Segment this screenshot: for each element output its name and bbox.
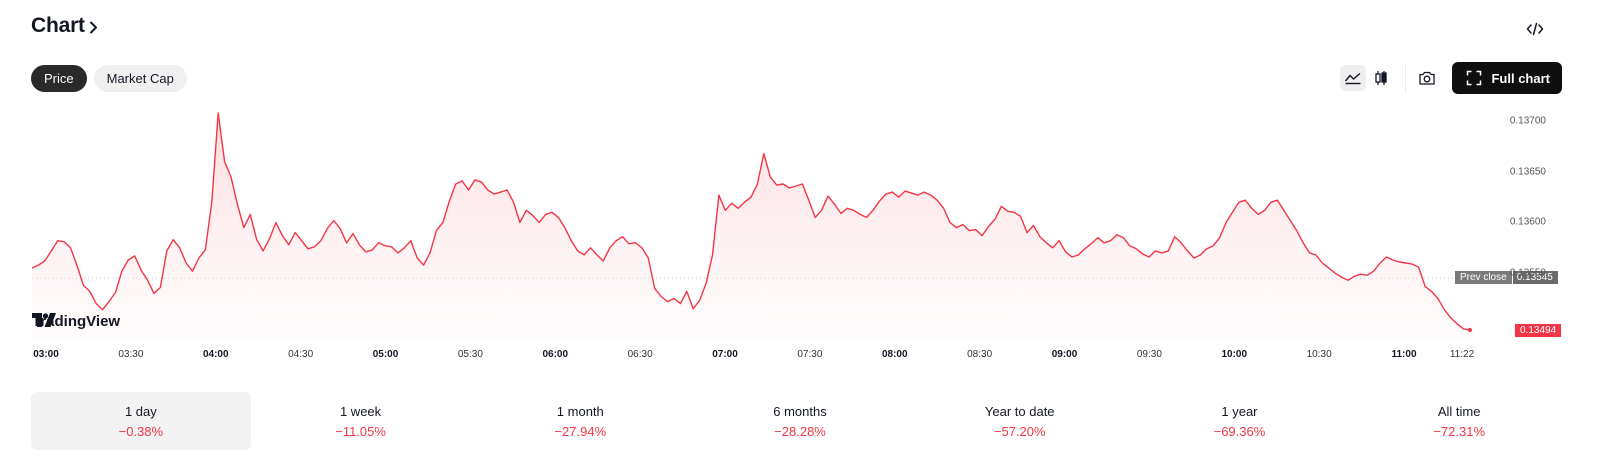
x-axis-tick-label: 06:30 bbox=[627, 349, 653, 360]
period-change: −11.05% bbox=[335, 423, 386, 439]
tradingview-logo-icon bbox=[32, 313, 56, 327]
y-axis-tick-label: 0.13600 bbox=[1509, 216, 1546, 228]
area-chart-icon bbox=[1345, 72, 1361, 85]
period-all-time[interactable]: All time −72.31% bbox=[1349, 392, 1569, 450]
period-1-year[interactable]: 1 year −69.36% bbox=[1130, 392, 1350, 450]
period-label: All time bbox=[1437, 403, 1481, 419]
y-axis-tick-label: 0.13700 bbox=[1509, 115, 1546, 127]
x-axis-tick-label: 08:30 bbox=[967, 349, 993, 360]
chart-type-tabs: Price Market Cap bbox=[31, 65, 187, 92]
period-label: Year to date bbox=[984, 403, 1055, 419]
price-chart[interactable]: TradingView Prev close 0.13545 0.13494 0… bbox=[0, 108, 1600, 378]
period-change: −0.38% bbox=[118, 423, 164, 439]
candlestick-icon bbox=[1375, 71, 1388, 85]
x-axis-tick-label: 05:30 bbox=[457, 349, 483, 360]
x-axis-tick-label: 07:00 bbox=[712, 349, 738, 360]
period-1-day[interactable]: 1 day −0.38% bbox=[31, 392, 251, 450]
full-chart-label: Full chart bbox=[1491, 70, 1550, 86]
price-line bbox=[31, 112, 1471, 331]
chart-header[interactable]: Chart bbox=[31, 14, 98, 38]
candlestick-button[interactable] bbox=[1368, 65, 1394, 91]
tradingview-logo[interactable]: TradingView bbox=[32, 313, 120, 330]
x-axis-tick-label: 11:22 bbox=[1449, 349, 1475, 360]
period-label: 6 months bbox=[773, 403, 827, 419]
period-change: −28.28% bbox=[774, 423, 826, 439]
period-selector: 1 day −0.38% 1 week −11.05% 1 month −27.… bbox=[31, 392, 1569, 450]
tab-price[interactable]: Price bbox=[31, 65, 87, 92]
period-1-month[interactable]: 1 month −27.94% bbox=[470, 392, 690, 450]
area-chart-button[interactable] bbox=[1340, 65, 1367, 91]
full-chart-button[interactable]: Full chart bbox=[1452, 62, 1562, 94]
period-change: −27.94% bbox=[554, 423, 607, 439]
period-1-week[interactable]: 1 week −11.05% bbox=[251, 392, 471, 450]
y-axis-tick-label: 0.13650 bbox=[1509, 166, 1546, 178]
embed-code-button[interactable] bbox=[1522, 16, 1548, 42]
screenshot-button[interactable] bbox=[1414, 65, 1440, 91]
period-label: 1 year bbox=[1221, 403, 1258, 419]
fullscreen-icon bbox=[1467, 70, 1482, 86]
x-axis-tick-label: 08:00 bbox=[881, 349, 908, 360]
period-6-months[interactable]: 6 months −28.28% bbox=[690, 392, 910, 450]
x-axis-tick-label: 09:00 bbox=[1051, 349, 1078, 360]
x-axis-tick-label: 03:00 bbox=[33, 349, 59, 360]
period-label: 1 month bbox=[556, 403, 604, 419]
price-chart-svg[interactable] bbox=[0, 108, 1600, 378]
period-change: −72.31% bbox=[1433, 423, 1486, 439]
period-change: −57.20% bbox=[993, 423, 1046, 439]
x-axis-tick-label: 04:30 bbox=[288, 349, 314, 360]
prev-close-tag: Prev close 0.13545 bbox=[1455, 271, 1558, 285]
x-axis-tick-label: 03:30 bbox=[118, 349, 144, 360]
prev-close-label: Prev close bbox=[1455, 271, 1512, 285]
last-price-tag: 0.13494 bbox=[1515, 323, 1562, 337]
y-axis-tick-label: 0.13550 bbox=[1509, 267, 1546, 279]
period-year-to-date[interactable]: Year to date −57.20% bbox=[910, 392, 1130, 450]
chart-style-group bbox=[1337, 62, 1397, 94]
period-change: −69.36% bbox=[1213, 423, 1266, 439]
x-axis-tick-label: 09:30 bbox=[1136, 349, 1162, 360]
period-label: 1 week bbox=[339, 403, 382, 419]
x-axis-tick-label: 10:30 bbox=[1306, 349, 1332, 360]
x-axis-tick-label: 06:00 bbox=[542, 349, 569, 360]
embed-code-icon bbox=[1526, 22, 1544, 36]
chevron-right-icon bbox=[89, 21, 97, 34]
price-area-fill bbox=[32, 113, 1470, 340]
period-label: 1 day bbox=[124, 403, 157, 419]
tab-market-cap[interactable]: Market Cap bbox=[93, 65, 187, 92]
prev-close-value: 0.13545 bbox=[1512, 271, 1558, 285]
page-title[interactable]: Chart bbox=[31, 14, 85, 37]
toolbar-divider bbox=[1405, 64, 1407, 92]
last-price-point bbox=[1468, 327, 1472, 332]
x-axis-tick-label: 10:00 bbox=[1221, 349, 1248, 360]
x-axis-tick-label: 04:00 bbox=[202, 349, 229, 360]
chart-toolbar: Full chart bbox=[1337, 62, 1562, 94]
camera-icon bbox=[1419, 71, 1436, 85]
x-axis-tick-label: 07:30 bbox=[797, 349, 823, 360]
x-axis-tick-label: 05:00 bbox=[372, 349, 399, 360]
x-axis-tick-label: 11:00 bbox=[1391, 349, 1417, 360]
